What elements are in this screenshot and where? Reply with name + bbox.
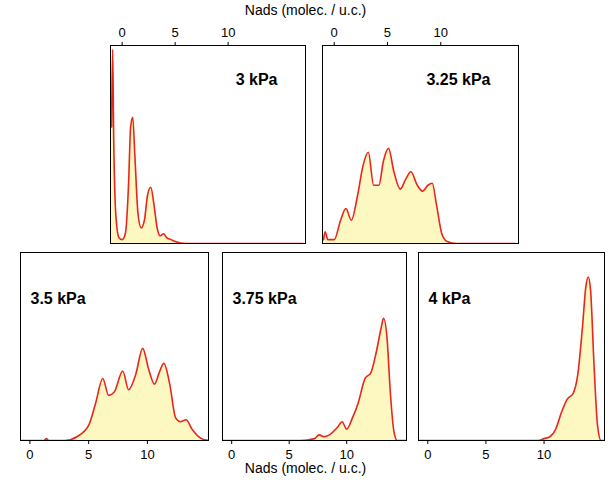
svg-text:10: 10 bbox=[140, 447, 154, 462]
svg-text:3 kPa: 3 kPa bbox=[236, 71, 278, 88]
svg-text:0: 0 bbox=[26, 447, 33, 462]
svg-text:4 kPa: 4 kPa bbox=[429, 290, 471, 307]
svg-text:5: 5 bbox=[85, 447, 92, 462]
svg-text:5: 5 bbox=[286, 447, 293, 462]
svg-text:3.75 kPa: 3.75 kPa bbox=[233, 290, 297, 307]
svg-text:10: 10 bbox=[339, 447, 353, 462]
svg-text:10: 10 bbox=[537, 447, 551, 462]
svg-text:3.25 kPa: 3.25 kPa bbox=[426, 71, 490, 88]
svg-text:3.5 kPa: 3.5 kPa bbox=[31, 290, 86, 307]
svg-text:0: 0 bbox=[119, 25, 126, 40]
svg-text:0: 0 bbox=[331, 25, 338, 40]
svg-text:5: 5 bbox=[384, 25, 391, 40]
svg-text:5: 5 bbox=[482, 447, 489, 462]
svg-text:0: 0 bbox=[424, 447, 431, 462]
svg-text:5: 5 bbox=[172, 25, 179, 40]
svg-text:10: 10 bbox=[221, 25, 235, 40]
svg-text:0: 0 bbox=[228, 447, 235, 462]
html-text:Nads (molec. / u.c.): Nads (molec. / u.c.) bbox=[244, 460, 367, 476]
html-text:Nads (molec. / u.c.): Nads (molec. / u.c.) bbox=[244, 2, 367, 18]
svg-text:10: 10 bbox=[434, 25, 448, 40]
